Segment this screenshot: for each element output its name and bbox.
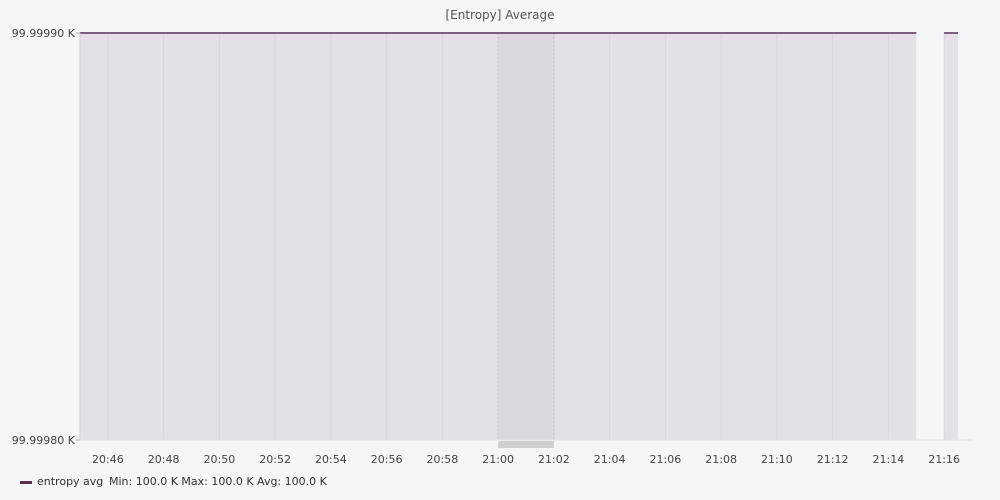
legend-series-name: entropy avg [37,475,103,488]
highlight-scroll-marker [498,441,554,448]
legend-swatch [20,481,32,484]
plot-area[interactable] [80,32,959,448]
y-tick-label: 99.99980 K [12,434,76,447]
x-tick-label: 21:06 [650,453,682,466]
x-tick-label: 20:58 [427,453,459,466]
x-tick-label: 20:50 [204,453,236,466]
x-tick-label: 21:10 [761,453,793,466]
x-tick-label: 20:52 [259,453,291,466]
x-tick-label: 21:00 [482,453,514,466]
axes: 20:46 20:48 20:50 20:52 20:54 20:56 20:58 21:00… [12,27,972,466]
y-tick-label: 99.99990 K [12,27,76,40]
x-tick-label: 21:02 [538,453,570,466]
x-tick-label: 21:16 [928,453,960,466]
chart-title: [Entropy] Average [445,8,554,22]
x-tick-label: 21:14 [873,453,905,466]
legend-series-stats: Min: 100.0 K Max: 100.0 K Avg: 100.0 K [109,475,328,488]
x-tick-label: 20:46 [92,453,124,466]
x-tick-label: 20:56 [371,453,403,466]
x-tick-label: 21:04 [594,453,626,466]
x-tick-label: 21:08 [705,453,737,466]
x-tick-label: 21:12 [817,453,849,466]
x-tick-label: 20:48 [148,453,180,466]
series-area [944,33,959,440]
highlight-band [498,33,554,440]
legend: entropy avg Min: 100.0 K Max: 100.0 K Avg… [20,475,328,488]
x-tick-label: 20:54 [315,453,347,466]
